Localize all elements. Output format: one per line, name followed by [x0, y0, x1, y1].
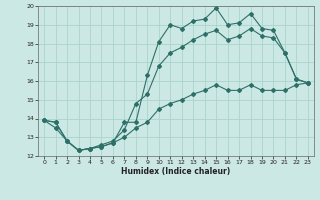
- X-axis label: Humidex (Indice chaleur): Humidex (Indice chaleur): [121, 167, 231, 176]
